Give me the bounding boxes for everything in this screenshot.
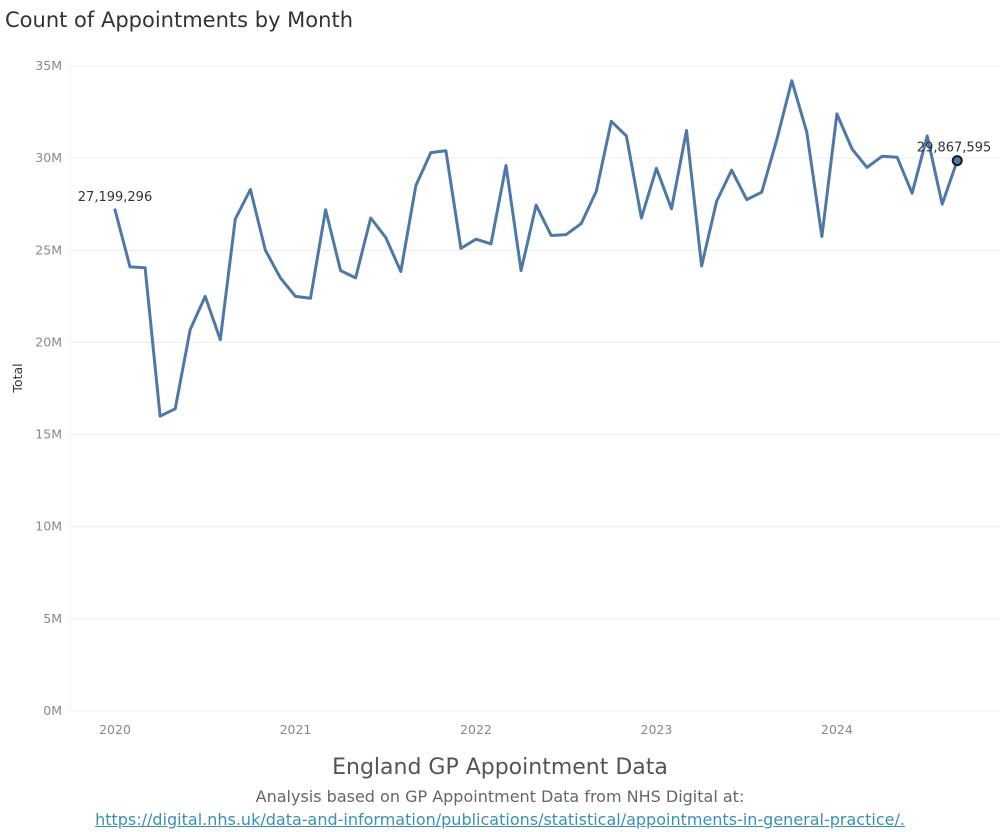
x-tick-label: 2021: [280, 722, 312, 737]
source-link[interactable]: https://digital.nhs.uk/data-and-informat…: [95, 810, 905, 829]
x-tick-label: 2022: [460, 722, 492, 737]
y-axis-label: Total: [10, 363, 25, 393]
y-axis-ticks: 0M 5M 10M 15M 20M 25M 30M 35M: [35, 58, 62, 718]
x-tick-label: 2023: [641, 722, 673, 737]
y-tick-label: 15M: [35, 427, 62, 442]
x-axis-ticks: 2020 2021 2022 2023 2024: [99, 722, 853, 737]
footer-subtitle: Analysis based on GP Appointment Data fr…: [255, 787, 745, 806]
y-tick-label: 35M: [35, 58, 62, 73]
y-tick-label: 10M: [35, 519, 62, 534]
highlight-point[interactable]: [951, 155, 963, 167]
data-label: 27,199,296: [78, 190, 152, 205]
series-line[interactable]: [113, 79, 963, 418]
series-path[interactable]: [113, 79, 959, 418]
y-tick-label: 5M: [43, 611, 62, 626]
data-labels: 27,199,296 29,867,595: [78, 141, 991, 205]
x-tick-label: 2020: [99, 722, 131, 737]
y-tick-label: 30M: [35, 150, 62, 165]
x-tick-label: 2024: [821, 722, 853, 737]
y-tick-label: 0M: [43, 703, 62, 718]
footer-title: England GP Appointment Data: [332, 755, 668, 780]
y-tick-label: 20M: [35, 334, 62, 349]
y-tick-label: 25M: [35, 242, 62, 257]
gridlines: [69, 60, 1000, 712]
chart-title: Count of Appointments by Month: [5, 8, 353, 32]
data-label: 29,867,595: [917, 141, 991, 156]
